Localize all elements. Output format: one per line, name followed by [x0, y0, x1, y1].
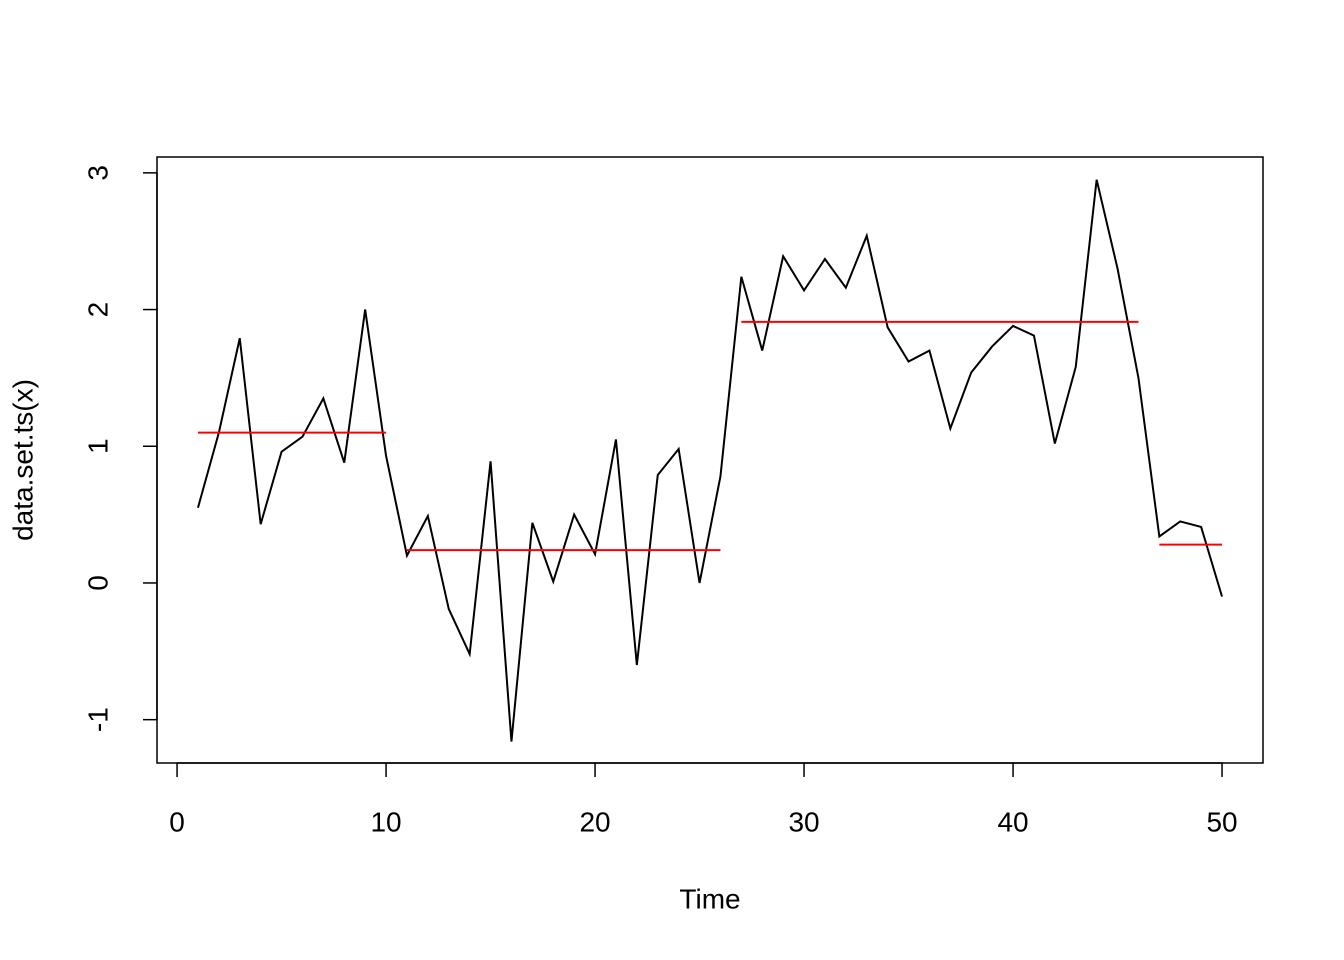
y-tick-label: 3 — [82, 165, 113, 181]
y-tick-label: 2 — [82, 302, 113, 318]
x-axis-label: Time — [679, 883, 740, 914]
y-tick-label: -1 — [82, 707, 113, 732]
x-tick-label: 0 — [169, 806, 185, 837]
x-tick-label: 30 — [788, 806, 819, 837]
y-tick-label: 0 — [82, 575, 113, 591]
x-tick-label: 50 — [1206, 806, 1237, 837]
x-tick-label: 10 — [370, 806, 401, 837]
data-line — [196, 179, 1223, 742]
x-tick-label: 40 — [997, 806, 1028, 837]
plot-frame — [156, 156, 1264, 764]
y-tick-label: 1 — [82, 438, 113, 454]
y-axis-label: data.set.ts(x) — [7, 379, 38, 541]
x-tick-label: 20 — [579, 806, 610, 837]
